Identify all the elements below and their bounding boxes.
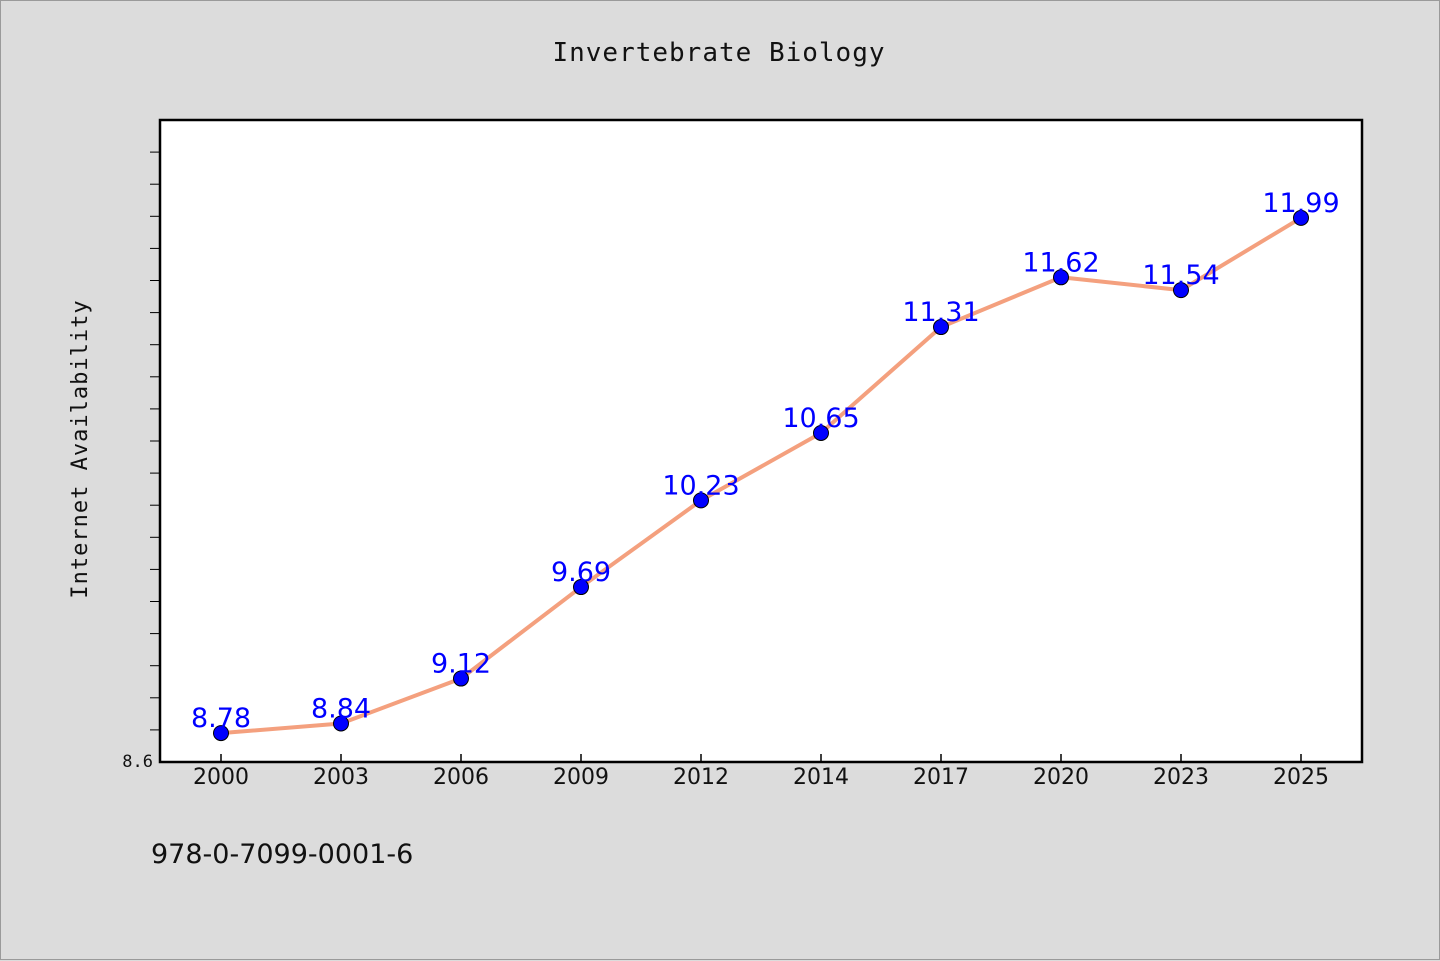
- y-axis-label: Internet Availability: [68, 299, 93, 598]
- x-tick-label: 2003: [313, 765, 369, 790]
- data-label: 8.78: [191, 703, 251, 734]
- x-axis-ticks: 2000 2003 2006 2009 2012 2014 2017 2020 2023 2025: [193, 754, 1329, 790]
- x-tick-label: 2017: [913, 765, 969, 790]
- x-tick-label: 2020: [1033, 765, 1089, 790]
- x-tick-label: 2014: [793, 765, 849, 790]
- data-label: 9.69: [551, 557, 611, 588]
- data-label: 11.31: [902, 297, 979, 328]
- x-tick-label: 2023: [1153, 765, 1209, 790]
- data-point: [453, 670, 469, 687]
- plot-area: [158, 118, 1364, 764]
- data-point: [573, 579, 589, 596]
- x-tick-label: 2025: [1273, 765, 1329, 790]
- series-line-group: [213, 209, 1309, 742]
- y-axis-min-label: 8.6: [122, 752, 153, 772]
- data-labels-group: 8.78 8.84 9.12 9.69 10.23 10.65 11.31 11.62 11.5…: [191, 188, 1340, 734]
- data-point: [1293, 209, 1309, 226]
- data-point: [1053, 269, 1069, 286]
- x-tick-label: 2006: [433, 765, 489, 790]
- data-point: [693, 492, 709, 509]
- isbn-text: 978-0-7099-0001-6: [151, 839, 413, 870]
- data-label: 8.84: [311, 693, 371, 724]
- chart-title: Invertebrate Biology: [552, 38, 885, 68]
- data-label: 11.54: [1142, 260, 1219, 291]
- x-tick-label: 2000: [193, 765, 249, 790]
- data-label: 11.99: [1262, 188, 1339, 219]
- data-point: [813, 424, 829, 441]
- x-tick-label: 2012: [673, 765, 729, 790]
- series-line: [219, 215, 1303, 736]
- data-label: 9.12: [431, 649, 491, 680]
- data-point: [1173, 282, 1189, 299]
- data-label: 10.23: [662, 470, 739, 501]
- data-point: [933, 319, 949, 336]
- data-label: 10.65: [782, 403, 859, 434]
- y-axis-ticks: [150, 151, 160, 731]
- data-point: [213, 725, 229, 742]
- data-label: 11.62: [1022, 247, 1099, 278]
- x-tick-label: 2009: [553, 765, 609, 790]
- data-point: [333, 715, 349, 732]
